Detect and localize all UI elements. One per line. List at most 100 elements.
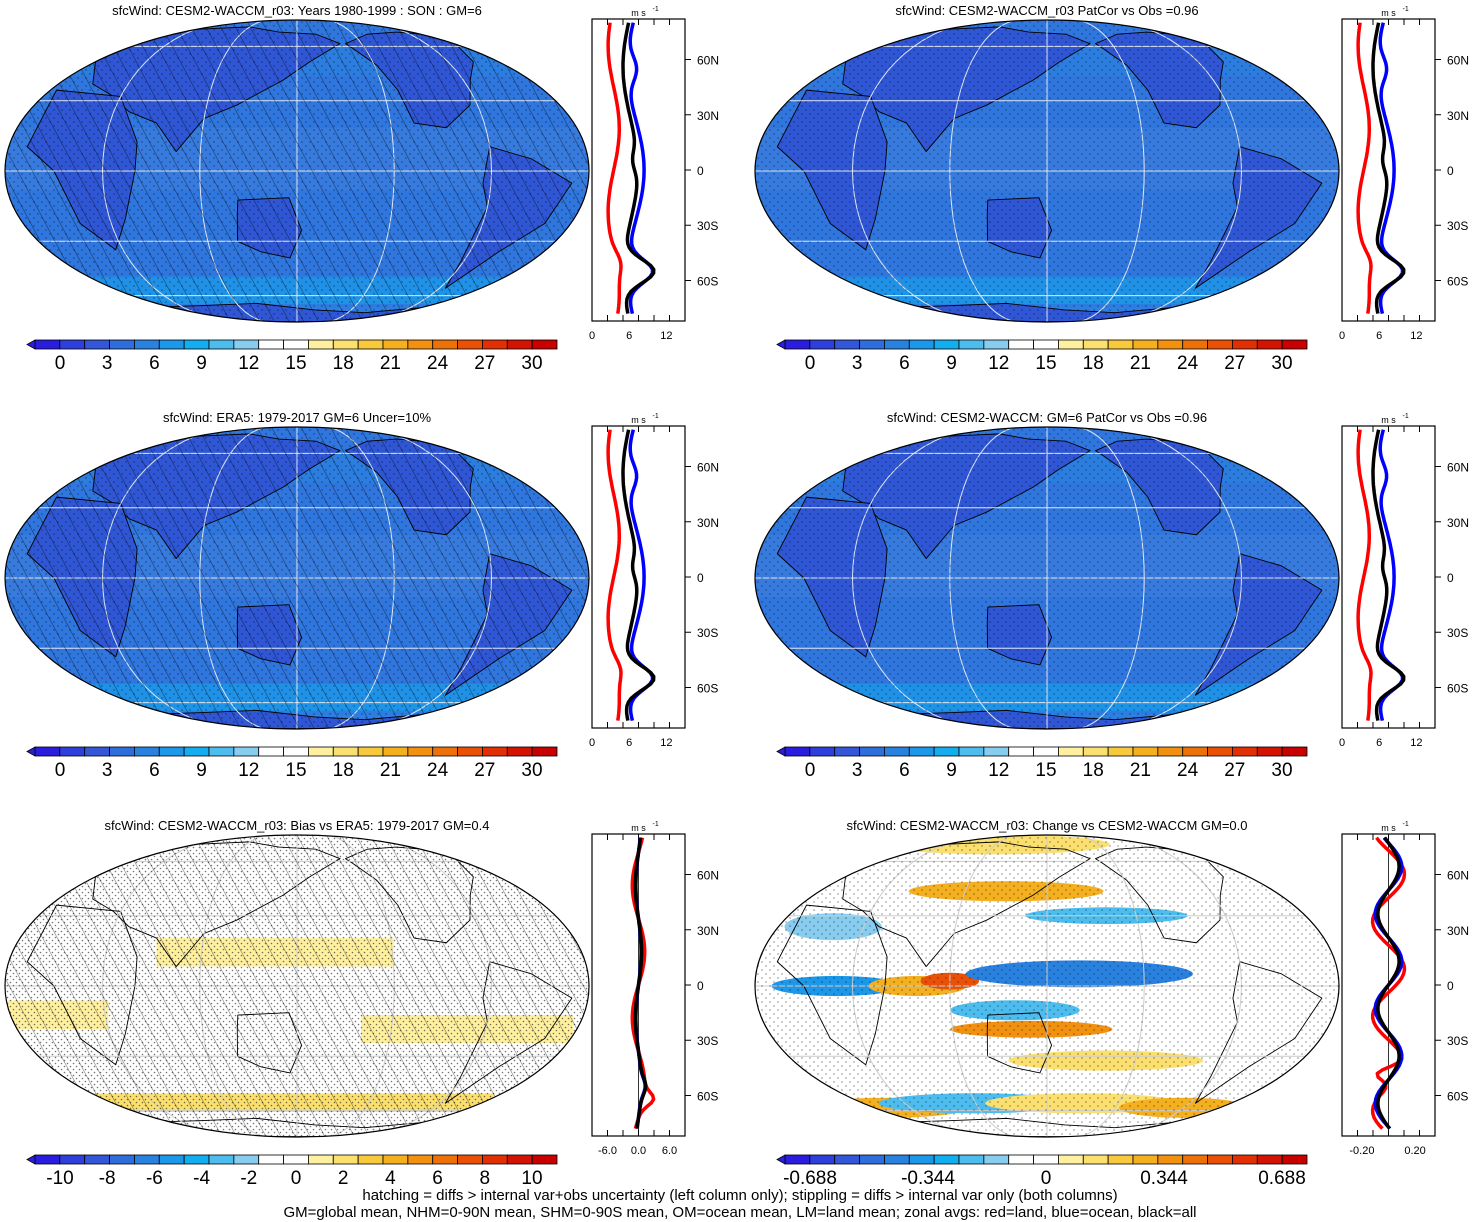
colorbar-tick-label: 9 [196,353,207,374]
colorbar-swatch [84,339,110,350]
zonal-plot-ytick-label: 30N [697,516,719,530]
colorbar-swatch [1232,339,1258,350]
hatching-overlay [5,835,589,1137]
zonal-plot-xtick-label: -6.0 [598,1145,617,1157]
colorbar-tick-label: 15 [1035,760,1056,781]
colorbar-tick-label: -10 [46,1168,73,1189]
colorbar-swatch [134,1154,160,1165]
colorbar-swatch [1256,746,1283,757]
zonal-plot-units: m s [1381,8,1396,18]
colorbar-tick-label: 3 [102,760,113,781]
colorbar-swatch [958,746,985,757]
colorbar-swatch [1132,746,1159,757]
zonal-plot-xtick-label: 0 [1339,330,1345,342]
colorbar-swatch [84,1154,110,1165]
colorbar-tick-label: 9 [946,760,957,781]
colorbar-swatch [457,746,483,757]
zonal-plot-ytick-label: 60S [697,274,718,288]
zonal-plot-units-sup: -1 [1403,821,1409,828]
colorbar-swatch [1182,1154,1208,1165]
colorbar-swatch [1033,1154,1059,1165]
zonal-plot-ytick-label: 60N [697,54,719,68]
colorbar-swatch [34,1154,61,1165]
map-border [4,834,590,1138]
colorbar-swatch [183,1154,210,1165]
colorbar-swatch [784,746,811,757]
zonal-plot-series-all [621,22,656,314]
colorbar-swatch [332,1154,359,1165]
colorbar-swatch [134,746,160,757]
colorbar-swatch [258,339,284,350]
footer-line-1: hatching = diffs > internal var+obs unce… [362,1187,1118,1204]
colorbar-swatch [59,1154,86,1165]
zonal-plot-units: m s [1381,823,1396,833]
colorbar-swatch [407,1154,434,1165]
colorbar-swatch [983,746,1010,757]
stippling-overlay [755,835,1339,1137]
colorbar-swatch [1033,746,1059,757]
zonal-plot-series-land [606,429,623,721]
colorbar-tick-label: 0 [55,760,66,781]
zonal-plot-frame [1341,18,1436,322]
colorbar-swatch [233,746,260,757]
zonal-plot-ytick-label: 60S [697,681,718,695]
colorbar-swatch [834,1154,860,1165]
colorbar-tick-label: 0 [1041,1168,1052,1189]
colorbar-swatch [908,746,935,757]
colorbar-tick-label: 12 [988,353,1009,374]
zonal-plot-units-sup: -1 [653,413,659,420]
colorbar-swatch [933,746,960,757]
zonal-plot-ytick-label: 60N [1447,461,1469,475]
zonal-plot-ytick-label: 30N [1447,109,1469,123]
panel-title: sfcWind: ERA5: 1979-2017 GM=6 Uncer=10% [163,410,432,425]
colorbar-swatch [859,746,885,757]
colorbar-tick-label: 21 [1130,760,1151,781]
zonal-plot-frame [591,425,686,729]
colorbar-swatch [1132,339,1159,350]
colorbar-swatch [482,1154,508,1165]
colorbar-swatch [208,1154,235,1165]
colorbar-tick-label: -2 [240,1168,257,1189]
zonal-plot-units: m s [631,415,646,425]
zonal-plot-ytick-label: 60S [1447,681,1468,695]
colorbar-tick-label: 21 [380,760,401,781]
colorbar-swatch [1207,339,1233,350]
zonal-plot-xtick-label: -0.20 [1349,1145,1374,1157]
zonal-plot-frame [1341,425,1436,729]
zonal-plot-xtick-label: 12 [660,737,672,749]
colorbar-swatch [1157,746,1184,757]
colorbar-swatch [158,1154,185,1165]
colorbar-swatch [1182,746,1208,757]
colorbar-swatch [1281,1154,1308,1165]
hatching-overlay [5,427,589,729]
colorbar-swatch [183,339,210,350]
colorbar-tick-label: 15 [285,760,306,781]
colorbar-swatch [134,339,160,350]
colorbar-swatch [332,339,359,350]
colorbar-swatch [432,746,458,757]
zonal-plot-ytick-label: 60S [1447,274,1468,288]
zonal-plot-units-sup: -1 [653,6,659,13]
colorbar-tick-label: 3 [102,353,113,374]
colorbar-swatch [109,746,135,757]
colorbar-swatch [834,746,860,757]
colorbar-swatch [1008,746,1034,757]
colorbar-tick-label: 12 [238,760,259,781]
footer-line-2: GM=global mean, NHM=0-90N mean, SHM=0-90… [283,1204,1197,1221]
zonal-plot-ytick-label: 60S [697,1089,718,1103]
colorbar-swatch [432,1154,458,1165]
colorbar-swatch [283,339,309,350]
colorbar-tick-label: 2 [338,1168,349,1189]
colorbar-swatch [59,746,86,757]
colorbar-swatch [407,746,434,757]
colorbar-swatch [506,746,533,757]
colorbar-swatch [357,746,384,757]
panel-title: sfcWind: CESM2-WACCM: GM=6 PatCor vs Obs… [887,410,1207,425]
colorbar-tick-label: 30 [1271,353,1292,374]
colorbar-tick-label: 27 [1224,353,1245,374]
colorbar-swatch [1107,746,1134,757]
panel-title: sfcWind: CESM2-WACCM_r03 PatCor vs Obs =… [895,3,1198,18]
colorbar-low-arrow [26,339,36,350]
colorbar-tick-label: 0 [805,353,816,374]
colorbar-swatch [1107,339,1134,350]
